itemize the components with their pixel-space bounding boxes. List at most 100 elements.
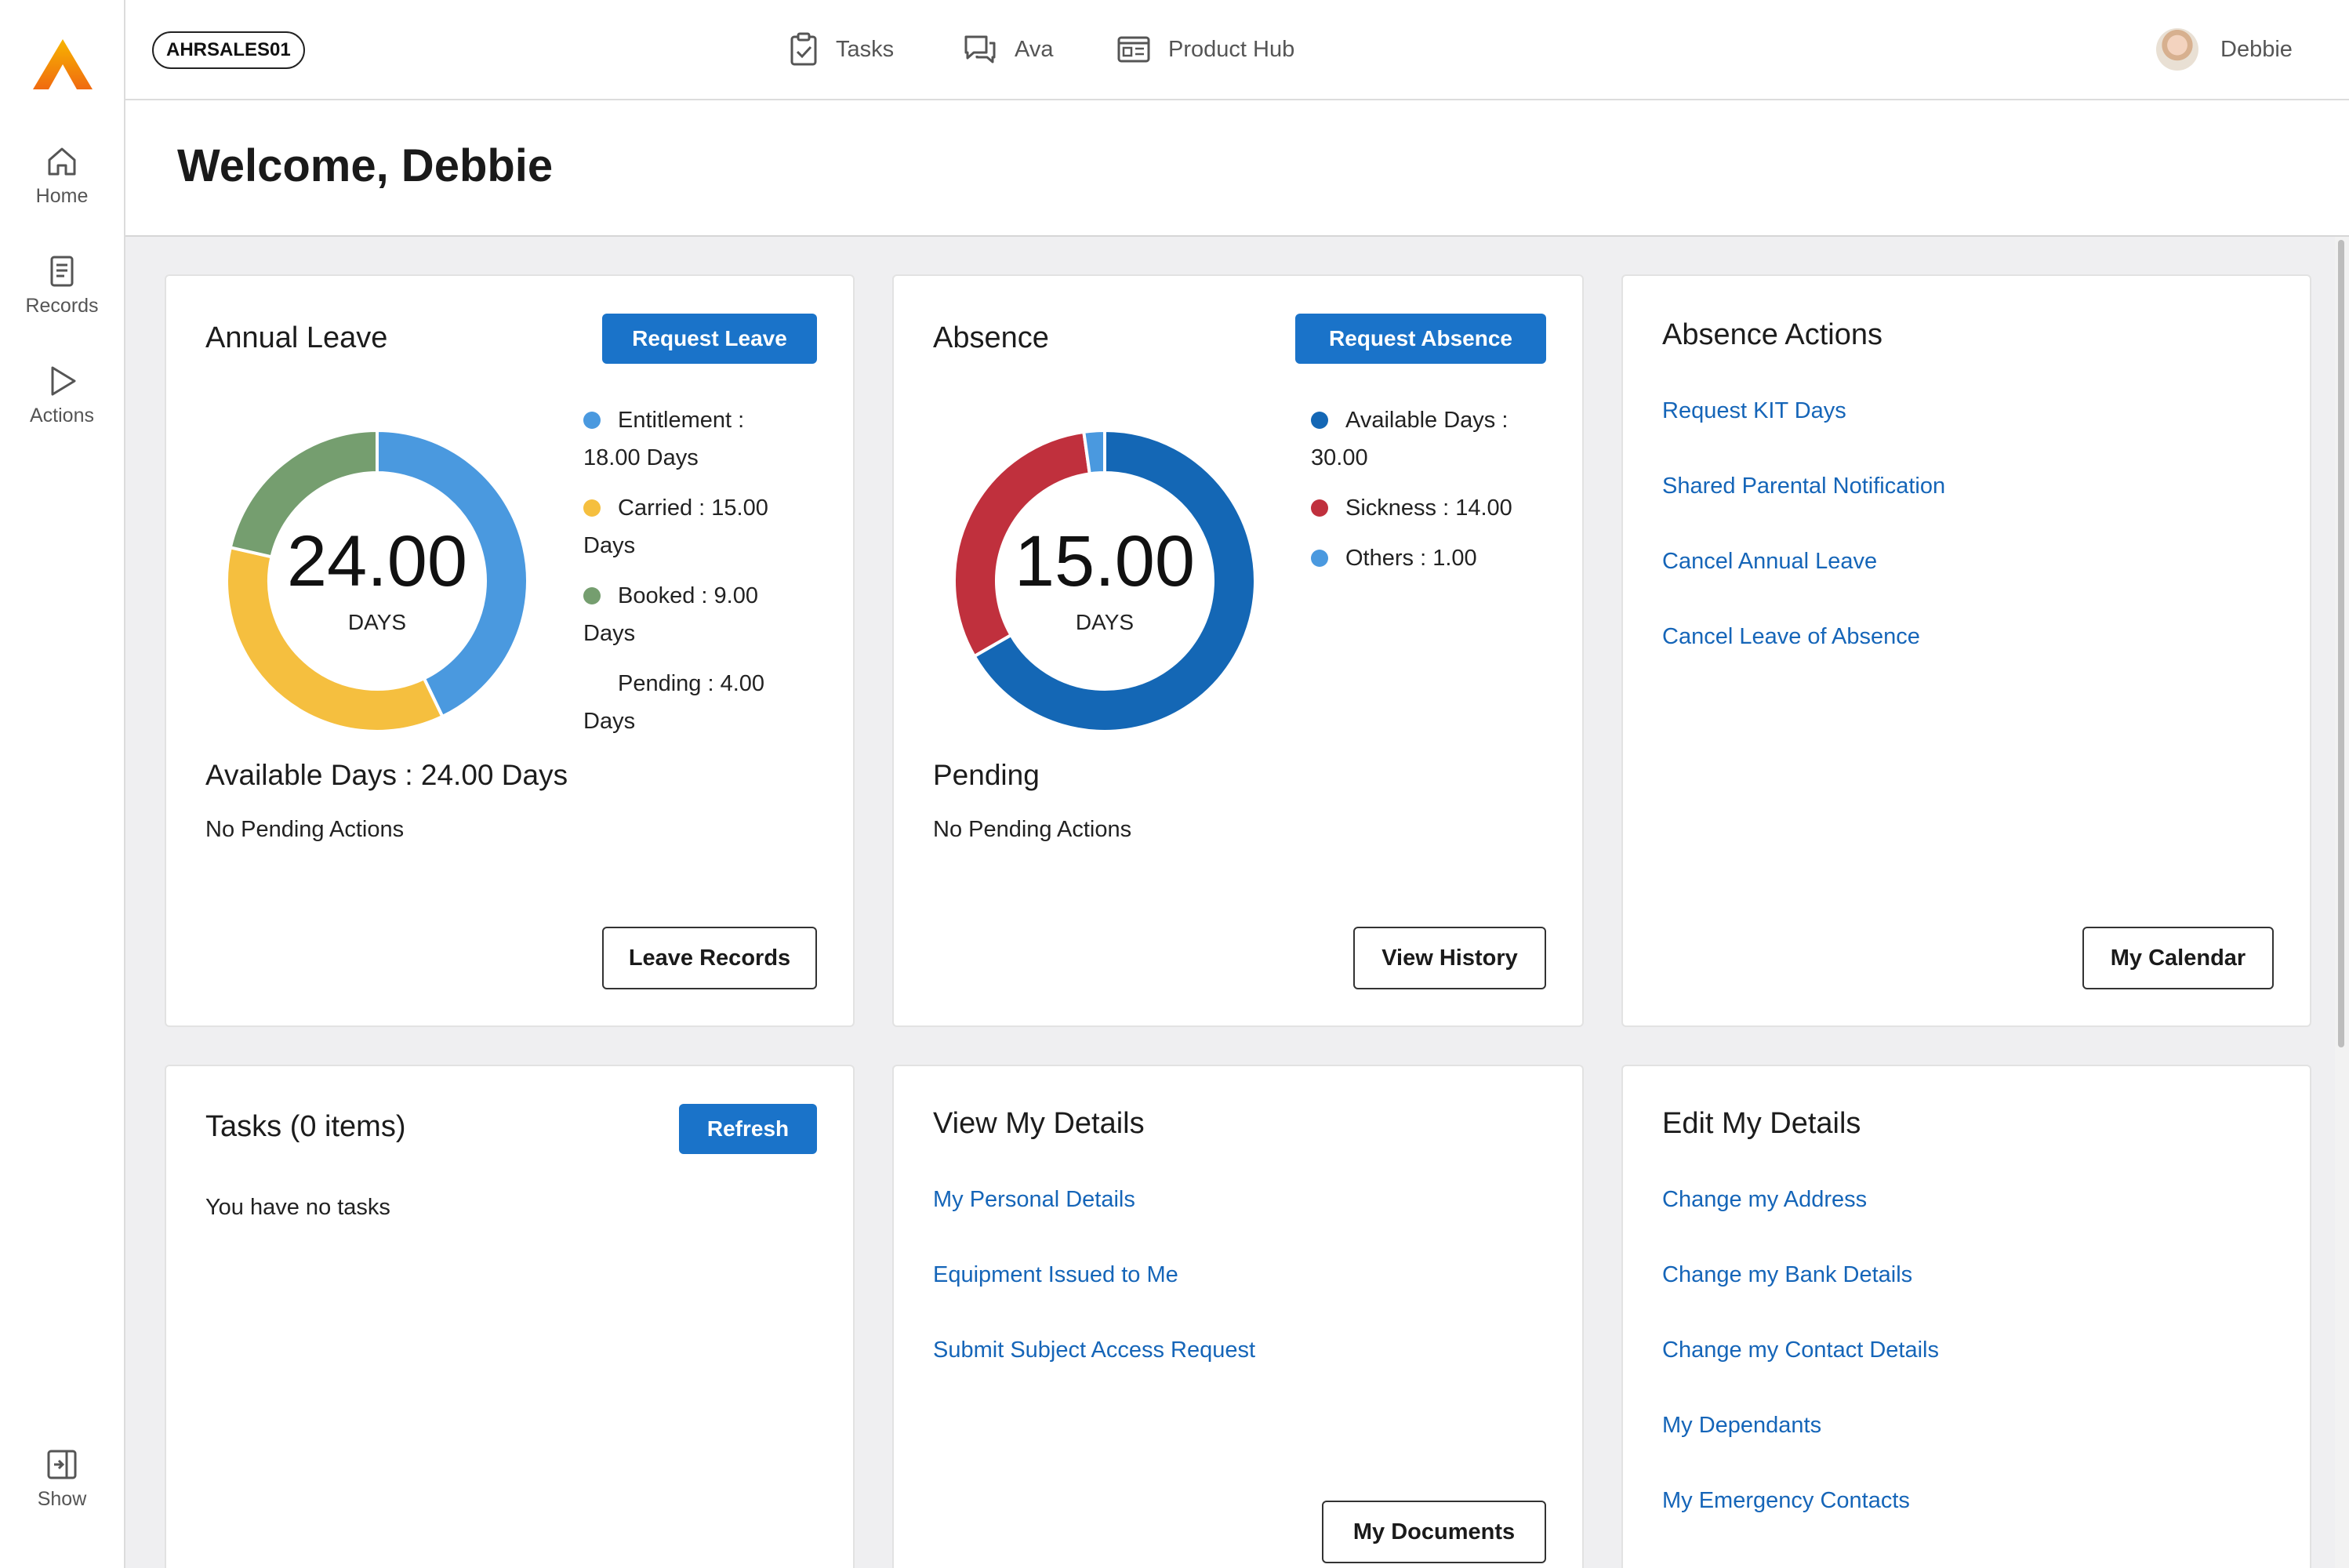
expand-panel-icon <box>47 1450 77 1479</box>
document-icon <box>50 256 74 287</box>
leave-records-button[interactable]: Leave Records <box>602 927 817 989</box>
absence-donut: 15.00 DAYS <box>952 428 1258 734</box>
legend-label: Others : 1.00 <box>1345 546 1477 571</box>
tasks-card: Tasks (0 items) Refresh You have no task… <box>165 1065 855 1568</box>
absence-slice-available-days[interactable] <box>971 428 1257 733</box>
user-avatar[interactable] <box>2156 28 2198 71</box>
view-details-title: View My Details <box>933 1107 1145 1140</box>
legend-dot <box>583 499 601 517</box>
change-contact-details-link[interactable]: Change my Contact Details <box>1662 1338 1939 1363</box>
legend-booked: Booked : 9.00 Days <box>583 577 758 652</box>
legend-carried: Carried : 15.00 Days <box>583 489 768 564</box>
my-documents-button[interactable]: My Documents <box>1322 1501 1546 1563</box>
absence-slice-others[interactable] <box>1082 428 1106 476</box>
absence-pending-text: No Pending Actions <box>933 817 1132 842</box>
product-hub-link[interactable]: Product Hub <box>1116 30 1294 69</box>
company-code-badge[interactable]: AHRSALES01 <box>152 31 305 69</box>
refresh-button[interactable]: Refresh <box>679 1104 817 1154</box>
user-menu[interactable]: Debbie <box>2156 28 2293 71</box>
nav-item-actions[interactable]: Actions <box>0 364 124 427</box>
absence-pending-heading: Pending <box>933 759 1040 791</box>
change-address-link[interactable]: Change my Address <box>1662 1187 1868 1212</box>
my-dependants-link[interactable]: My Dependants <box>1662 1413 1822 1438</box>
annual-leave-title: Annual Leave <box>205 321 388 354</box>
company-logo[interactable] <box>31 38 94 91</box>
annual-leave-card: Annual Leave Request Leave 24.00 DAYS En… <box>165 274 855 1027</box>
absence-center-value: 15.00 <box>1014 521 1196 601</box>
annual-leave-slice-entitlement[interactable] <box>376 428 529 719</box>
legend-label: Entitlement : <box>618 408 745 433</box>
shared-parental-notification-link[interactable]: Shared Parental Notification <box>1662 474 1946 499</box>
home-icon <box>48 147 76 176</box>
legend-value: 30.00 <box>1311 445 1368 470</box>
legend-available-days: Available Days : 30.00 <box>1311 401 1508 477</box>
legend-value: 18.00 Days <box>583 445 699 470</box>
welcome-banner: Welcome, Debbie <box>125 100 2349 237</box>
left-nav: Home Records Actions Show <box>0 0 125 1568</box>
nav-item-home-label: Home <box>35 185 89 207</box>
legend-dot <box>1311 499 1328 517</box>
user-name: Debbie <box>2220 36 2293 62</box>
my-personal-details-link[interactable]: My Personal Details <box>933 1187 1135 1212</box>
equipment-issued-link[interactable]: Equipment Issued to Me <box>933 1262 1178 1287</box>
annual-leave-slice-booked[interactable] <box>228 428 379 559</box>
legend-label: Available Days : <box>1345 408 1509 433</box>
newspaper-icon <box>1117 36 1150 63</box>
absence-slice-sickness[interactable] <box>953 430 1092 659</box>
tasks-title: Tasks (0 items) <box>205 1110 406 1143</box>
nav-item-home[interactable]: Home <box>0 144 124 208</box>
edit-details-card: Edit My Details Change my Address Change… <box>1621 1065 2311 1568</box>
view-details-card: View My Details My Personal Details Equi… <box>892 1065 1584 1568</box>
annual-leave-center-unit: DAYS <box>347 610 407 634</box>
ava-label: Ava <box>1015 36 1054 62</box>
top-header: AHRSALES01 Tasks Ava Product Hub Debbie <box>125 0 2349 100</box>
legend-label: Carried : 15.00 <box>618 495 768 521</box>
chat-icon <box>964 35 996 64</box>
legend-dot <box>583 412 601 429</box>
cancel-annual-leave-link[interactable]: Cancel Annual Leave <box>1662 549 1878 574</box>
absence-center-unit: DAYS <box>1075 610 1135 634</box>
legend-value: Days <box>583 621 636 646</box>
page-title: Welcome, Debbie <box>177 140 554 191</box>
nav-item-records[interactable]: Records <box>0 254 124 318</box>
legend-value: Days <box>583 709 636 734</box>
request-leave-button[interactable]: Request Leave <box>602 314 817 364</box>
tasks-label: Tasks <box>836 36 895 62</box>
tasks-empty-text: You have no tasks <box>205 1195 390 1220</box>
product-hub-label: Product Hub <box>1168 36 1295 62</box>
change-bank-details-link[interactable]: Change my Bank Details <box>1662 1262 1913 1287</box>
legend-label: Pending : 4.00 <box>618 671 765 696</box>
ava-link[interactable]: Ava <box>963 30 1053 69</box>
nav-item-actions-label: Actions <box>30 405 94 426</box>
legend-label: Booked : 9.00 <box>618 583 758 608</box>
legend-dot <box>1311 550 1328 567</box>
scrollbar-thumb[interactable] <box>2338 240 2344 1047</box>
subject-access-request-link[interactable]: Submit Subject Access Request <box>933 1338 1256 1363</box>
absence-actions-card: Absence Actions Request KIT Days Shared … <box>1621 274 2311 1027</box>
pending-actions-text: No Pending Actions <box>205 817 405 842</box>
annual-leave-center-value: 24.00 <box>286 521 468 601</box>
legend-pending: Pending : 4.00 Days <box>583 665 764 740</box>
clipboard-check-icon <box>790 32 817 66</box>
absence-title: Absence <box>933 321 1049 354</box>
view-history-button[interactable]: View History <box>1353 927 1546 989</box>
legend-others: Others : 1.00 <box>1311 539 1477 577</box>
my-calendar-button[interactable]: My Calendar <box>2082 927 2274 989</box>
nav-show-button[interactable]: Show <box>0 1447 124 1511</box>
legend-dot <box>583 675 601 692</box>
annual-leave-slice-carried[interactable] <box>225 545 445 733</box>
my-emergency-contacts-link[interactable]: My Emergency Contacts <box>1662 1488 1910 1513</box>
request-absence-button[interactable]: Request Absence <box>1295 314 1546 364</box>
available-days-text: Available Days : 24.00 Days <box>205 759 568 791</box>
legend-dot <box>583 587 601 604</box>
legend-label: Sickness : 14.00 <box>1345 495 1512 521</box>
tasks-link[interactable]: Tasks <box>789 30 894 69</box>
legend-entitlement: Entitlement : 18.00 Days <box>583 401 744 477</box>
legend-dot <box>1311 412 1328 429</box>
absence-actions-title: Absence Actions <box>1662 318 1882 351</box>
absence-card: Absence Request Absence 15.00 DAYS Avail… <box>892 274 1584 1027</box>
nav-item-records-label: Records <box>25 295 99 317</box>
request-kit-days-link[interactable]: Request KIT Days <box>1662 398 1846 423</box>
cancel-leave-of-absence-link[interactable]: Cancel Leave of Absence <box>1662 624 1920 649</box>
legend-value: Days <box>583 533 636 558</box>
